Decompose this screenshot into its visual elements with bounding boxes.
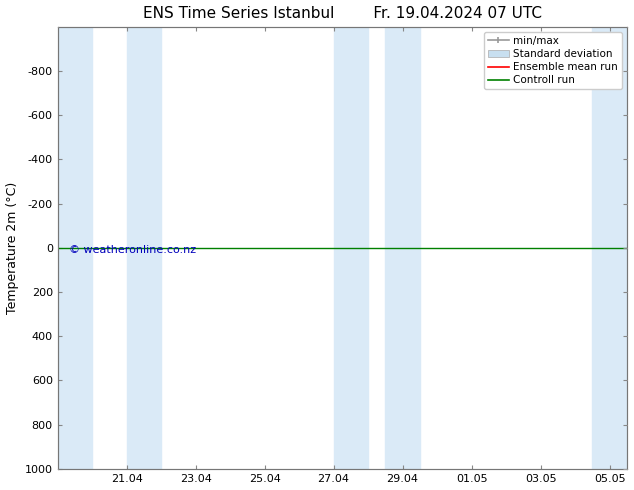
Bar — [385, 26, 420, 469]
Title: ENS Time Series Istanbul        Fr. 19.04.2024 07 UTC: ENS Time Series Istanbul Fr. 19.04.2024 … — [143, 6, 541, 21]
Legend: min/max, Standard deviation, Ensemble mean run, Controll run: min/max, Standard deviation, Ensemble me… — [484, 32, 621, 90]
Bar — [58, 26, 92, 469]
Text: © weatheronline.co.nz: © weatheronline.co.nz — [69, 245, 196, 255]
Bar — [592, 26, 627, 469]
Bar — [333, 26, 368, 469]
Bar — [127, 26, 161, 469]
Y-axis label: Temperature 2m (°C): Temperature 2m (°C) — [6, 182, 19, 314]
